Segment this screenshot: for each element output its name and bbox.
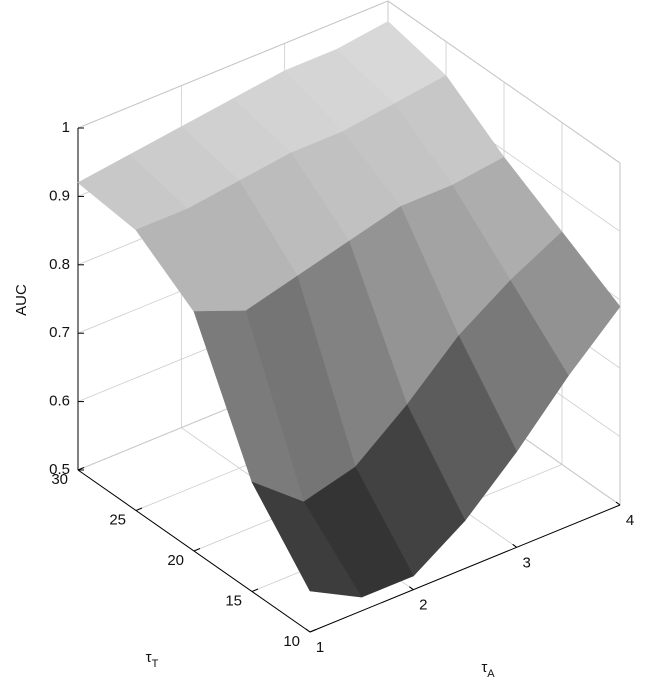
z-tick-label: 0.8 — [49, 256, 70, 273]
y-tick-label: 20 — [167, 552, 184, 569]
surface — [77, 21, 621, 598]
x-tick-label: 2 — [419, 597, 427, 614]
x-tick — [409, 586, 414, 591]
y-tick-label: 25 — [109, 511, 126, 528]
z-tick-label: 1 — [62, 119, 70, 136]
z-tick-label: 0.5 — [49, 461, 70, 478]
z-tick-label: 0.9 — [49, 187, 70, 204]
x-tick-label: 4 — [626, 512, 634, 529]
x-tick — [305, 628, 311, 633]
axis-line — [309, 504, 621, 633]
y-tick-label: 30 — [51, 471, 68, 488]
y-axis-label-symbol: τ — [146, 649, 152, 666]
y-axis-label: τT — [146, 649, 159, 670]
x-tick — [512, 543, 517, 548]
grid-line — [77, 0, 389, 129]
z-tick-label: 0.6 — [49, 393, 70, 410]
y-tick-label: 15 — [225, 592, 242, 609]
z-axis-label: AUC — [13, 284, 30, 316]
surface-patch — [251, 481, 363, 598]
z-tick-label: 0.7 — [49, 324, 70, 341]
x-tick-label: 3 — [522, 554, 530, 571]
y-tick — [193, 548, 201, 552]
x-tick — [615, 501, 621, 506]
y-tick — [135, 507, 143, 511]
y-tick — [309, 629, 317, 633]
x-axis-label-symbol: τ — [481, 659, 487, 676]
y-tick — [77, 467, 85, 471]
x-tick-label: 1 — [316, 639, 324, 656]
y-axis-label-subscript: T — [152, 658, 159, 670]
y-tick-label: 10 — [283, 633, 300, 650]
x-axis-label: τA — [481, 659, 495, 680]
y-tick — [251, 588, 259, 592]
x-axis-label-subscript: A — [487, 668, 495, 680]
